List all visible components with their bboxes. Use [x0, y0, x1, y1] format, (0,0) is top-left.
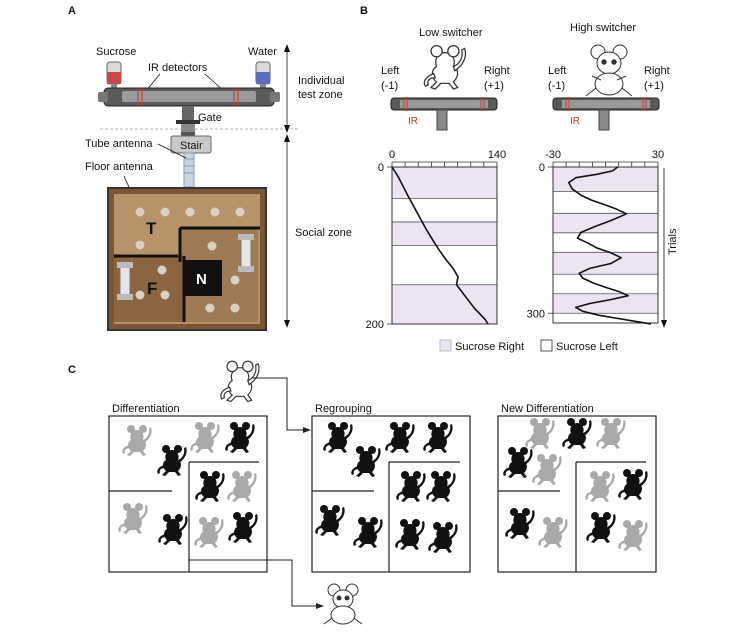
- x-tick-label: 30: [652, 149, 664, 161]
- room-n-box: [184, 260, 222, 296]
- sucrose-right-band: [553, 293, 658, 314]
- flow-arrows: [189, 377, 318, 607]
- gate-label: Gate: [198, 112, 222, 124]
- high-right-value: (+1): [644, 80, 664, 92]
- low-right-label: Right: [484, 65, 510, 77]
- y-tick-label: 300: [527, 308, 545, 320]
- ir-detectors-label: IR detectors: [148, 62, 208, 74]
- mice-regrouping: [315, 422, 458, 553]
- y-tick-label: 200: [366, 319, 384, 331]
- high-left-label: Left: [548, 65, 566, 77]
- low-tube-icon: [390, 97, 498, 131]
- sucrose-label: Sucrose: [96, 46, 136, 58]
- high-switcher-mouse-icon: [585, 44, 633, 97]
- panel-c-letter: C: [68, 364, 76, 376]
- mice-differentiation: [118, 422, 258, 548]
- room-t-label: T: [146, 219, 157, 238]
- legend-swatch-right: [439, 339, 452, 352]
- bottom-mouse-icon: [323, 583, 363, 625]
- panel-a-letter: A: [68, 5, 76, 17]
- side-bottle-right-icon: [238, 233, 254, 273]
- floor-antenna-label: Floor antenna: [85, 161, 154, 173]
- legend-swatch-left: [540, 339, 553, 352]
- x-tick-label: 0: [389, 149, 395, 161]
- sucrose-right-band: [392, 284, 497, 324]
- high-tube-icon: [552, 97, 660, 131]
- high-left-value: (-1): [548, 80, 565, 92]
- y-tick-label: 0: [539, 162, 545, 174]
- individual-zone-label-2: test zone: [298, 89, 343, 101]
- top-mouse-icon: [220, 360, 260, 403]
- cage-regrouping: [311, 415, 471, 573]
- sucrose-right-band: [553, 167, 658, 192]
- low-switcher-chart: 0 140 0 200: [366, 149, 507, 331]
- individual-zone-label-1: Individual: [298, 75, 344, 87]
- sucrose-right-band: [392, 221, 497, 246]
- sucrose-bottle-icon: [106, 61, 122, 92]
- tube-antenna-label: Tube antenna: [85, 138, 153, 150]
- side-bottle-left-icon: [117, 261, 133, 301]
- low-left-value: (-1): [381, 80, 398, 92]
- panel-a: A Sucrose Water IR detectors: [68, 5, 352, 331]
- stage-regrouping-label: Regrouping: [315, 403, 372, 415]
- panel-b: B Low switcher High switcher Left (-1) R…: [360, 5, 679, 353]
- choice-trace-line: [567, 166, 652, 325]
- high-ir-label: IR: [570, 116, 580, 127]
- social-cage: [107, 187, 267, 331]
- legend-label-right: Sucrose Right: [455, 341, 524, 353]
- water-label: Water: [248, 46, 277, 58]
- room-f-label: F: [147, 279, 157, 298]
- y-tick-label: 0: [378, 162, 384, 174]
- social-zone-label: Social zone: [295, 227, 352, 239]
- low-switcher-title: Low switcher: [419, 27, 483, 39]
- sucrose-right-band: [553, 252, 658, 275]
- choice-trace-line: [391, 166, 489, 325]
- stage-new-differentiation-label: New Differentiation: [501, 403, 594, 415]
- low-ir-label: IR: [408, 116, 418, 127]
- room-n-label: N: [196, 271, 207, 288]
- x-tick-label: -30: [545, 149, 561, 161]
- low-left-label: Left: [381, 65, 399, 77]
- sucrose-right-band: [392, 167, 497, 199]
- trials-label: Trials: [667, 228, 679, 255]
- low-right-value: (+1): [484, 80, 504, 92]
- legend-label-left: Sucrose Left: [556, 341, 618, 353]
- stair-label: Stair: [180, 140, 203, 152]
- panel-b-letter: B: [360, 5, 368, 17]
- cage-new-differentiation: [497, 415, 657, 573]
- test-tube-apparatus: [98, 87, 280, 138]
- low-switcher-mouse-icon: [423, 44, 467, 90]
- cage-differentiation: [108, 415, 268, 573]
- stage-differentiation-label: Differentiation: [112, 403, 180, 415]
- x-tick-label: 140: [488, 149, 506, 161]
- high-switcher-title: High switcher: [570, 22, 636, 34]
- high-right-label: Right: [644, 65, 670, 77]
- panel-c: C Differentiation Regrouping New Differe…: [68, 360, 657, 625]
